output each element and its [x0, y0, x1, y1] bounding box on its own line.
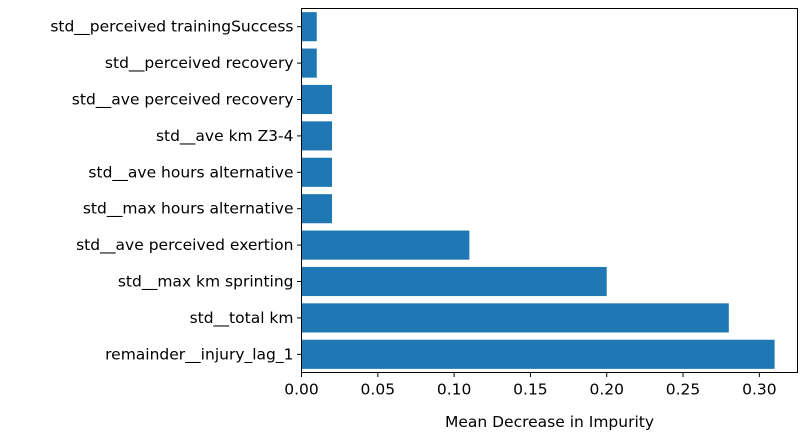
plot-frame [301, 8, 798, 373]
bar [301, 266, 607, 297]
bar [301, 121, 333, 151]
bar [301, 194, 333, 224]
bar [301, 339, 775, 369]
y-tick-label: std__ave perceived exertion [76, 236, 293, 255]
x-axis-ticks: 0.00 0.05 0.10 0.15 0.20 0.25 0.30 [284, 372, 777, 399]
bar [301, 303, 729, 333]
bar [301, 230, 470, 260]
y-tick-label: std__perceived recovery [105, 54, 294, 73]
bar [301, 157, 333, 187]
y-tick-label: std__ave hours alternative [88, 163, 293, 182]
x-tick-label: 0.30 [742, 381, 777, 399]
y-tick-label: std__max hours alternative [83, 200, 294, 219]
y-tick-label: std__ave perceived recovery [72, 91, 294, 110]
y-tick-label: remainder__injury_lag_1 [105, 345, 293, 364]
bar [301, 48, 317, 78]
y-tick-label: std__max km sprinting [118, 273, 294, 292]
x-tick-label: 0.15 [513, 381, 548, 399]
bars-group [301, 12, 775, 369]
y-axis-ticks: remainder__injury_lag_1 std__total km std_… [50, 18, 302, 364]
x-axis-label: Mean Decrease in Impurity [445, 413, 654, 431]
y-tick-label: std__total km [190, 309, 294, 328]
bar [301, 12, 317, 42]
y-tick-label: std__ave km Z3-4 [156, 127, 294, 146]
x-tick-label: 0.20 [589, 381, 624, 399]
x-tick-label: 0.10 [437, 381, 472, 399]
x-tick-label: 0.05 [361, 381, 396, 399]
y-tick-label: std__perceived trainingSuccess [50, 18, 293, 37]
bar [301, 84, 333, 115]
x-tick-label: 0.00 [284, 381, 319, 399]
x-tick-label: 0.25 [666, 381, 701, 399]
